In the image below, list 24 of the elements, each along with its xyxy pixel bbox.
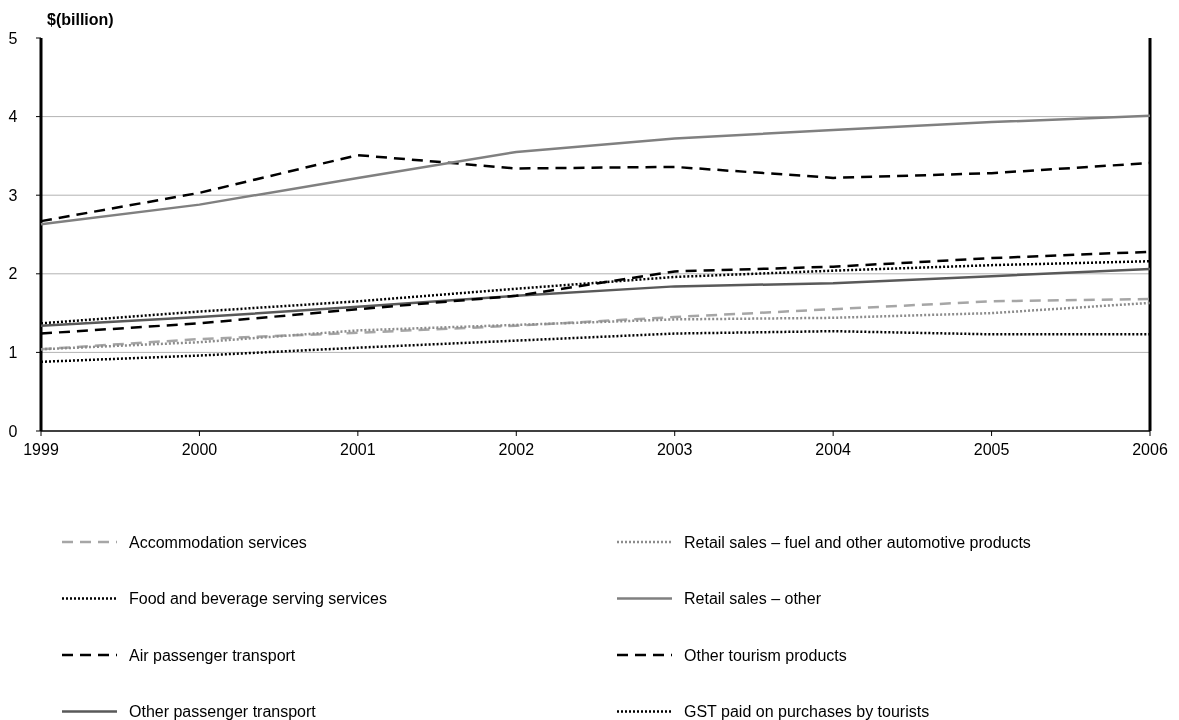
x-tick-label: 2006 (1132, 441, 1168, 458)
legend-label: Retail sales – other (684, 590, 822, 608)
x-tick-label: 2005 (973, 441, 1010, 458)
y-axis-title: $(billion) (47, 11, 114, 28)
legend-label: Retail sales – fuel and other automotive products (684, 533, 1031, 551)
x-tick-label: 2001 (340, 441, 376, 458)
y-tick-label: 0 (8, 422, 18, 440)
y-tick-label: 3 (8, 186, 18, 204)
legend-label: Other passenger transport (129, 703, 317, 720)
legend-label: Air passenger transport (129, 646, 296, 664)
y-tick-label: 5 (8, 29, 18, 47)
x-tick-label: 2000 (181, 441, 218, 458)
line-series (39, 114, 1152, 226)
y-tick-label: 4 (8, 108, 18, 126)
y-tick-label: 1 (8, 344, 18, 361)
legend-label: Other tourism products (684, 646, 847, 664)
legend-label: GST paid on purchases by tourists (684, 703, 930, 720)
x-tick-label: 2003 (656, 441, 693, 458)
x-tick-label: 1999 (23, 441, 59, 458)
y-tick-label: 2 (8, 265, 18, 283)
x-tick-label: 2002 (498, 441, 535, 458)
x-tick-label: 2004 (815, 441, 852, 458)
legend-label: Accommodation services (129, 533, 307, 551)
legend-label: Food and beverage serving services (129, 590, 387, 608)
